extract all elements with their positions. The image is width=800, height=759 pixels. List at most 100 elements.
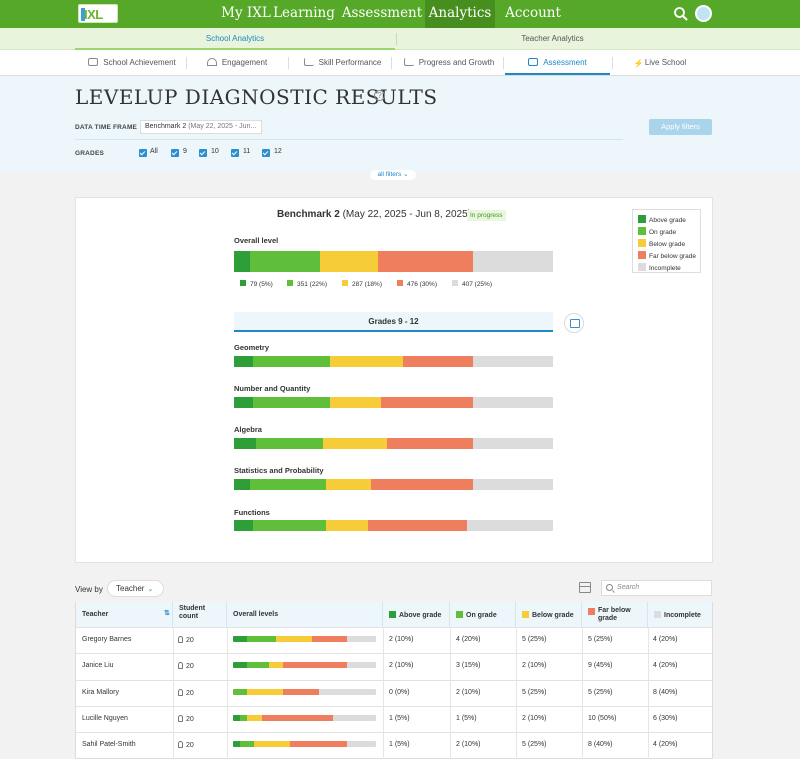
grade-checkbox-all[interactable]: [139, 149, 147, 157]
row-divider: [76, 627, 712, 628]
nav-my-ixl[interactable]: My IXL: [221, 5, 271, 21]
subnav-divider: [396, 33, 397, 45]
tab-school-achievement[interactable]: School Achievement: [82, 50, 182, 76]
nav-account[interactable]: Account: [505, 5, 561, 21]
nav-assessment[interactable]: Assessment: [341, 5, 423, 21]
ixl-logo[interactable]: IXL: [78, 4, 118, 23]
cell-below-grade: 5 (25%): [522, 741, 547, 748]
count-on-grade: 351 (22%): [287, 280, 327, 288]
skill-bar-geometry[interactable]: [234, 356, 553, 367]
header-overall-levels[interactable]: Overall levels: [227, 602, 383, 627]
overall-levels-bar[interactable]: [233, 636, 376, 642]
segment-far-below-grade: [403, 356, 474, 367]
header-on-grade[interactable]: On grade: [450, 602, 516, 627]
overall-levels-bar[interactable]: [233, 715, 376, 721]
sort-icon[interactable]: ⇅: [164, 610, 170, 617]
overall-levels-bar[interactable]: [233, 741, 376, 747]
cell-far-below-grade: 5 (25%): [588, 689, 613, 696]
skill-bar-algebra[interactable]: [234, 438, 553, 449]
header-teacher[interactable]: Teacher ⇅: [76, 602, 173, 627]
subnav-teacher-analytics[interactable]: Teacher Analytics: [521, 34, 584, 43]
nav-analytics[interactable]: Analytics: [425, 0, 495, 28]
tab-skill-performance[interactable]: Skill Performance: [295, 50, 390, 76]
segment-below-grade: [326, 520, 368, 531]
grade-checkbox-12[interactable]: [262, 149, 270, 157]
segment-incomplete: [473, 397, 553, 408]
nav-learning[interactable]: Learning: [273, 5, 335, 21]
cell-on-grade: 2 (10%): [456, 689, 481, 696]
skill-bar-number-quantity[interactable]: [234, 397, 553, 408]
segment-above-grade: [234, 438, 257, 449]
skill-bar-statistics[interactable]: [234, 479, 553, 490]
gauge-icon: [206, 58, 217, 66]
segment-incomplete: [318, 689, 376, 695]
skill-label-number-quantity: Number and Quantity: [234, 384, 311, 393]
col-divider: [383, 627, 384, 759]
row-divider: [76, 732, 712, 733]
tab-engagement[interactable]: Engagement: [192, 50, 282, 76]
overall-levels-bar[interactable]: [233, 662, 376, 668]
help-icon[interactable]: ?: [374, 90, 385, 101]
segment-far-below-grade: [311, 636, 348, 642]
search-input[interactable]: Search: [601, 580, 712, 596]
data-time-frame-select[interactable]: Benchmark 2 (May 22, 2025 - Jun...⌄: [140, 120, 262, 134]
header-far-below-grade[interactable]: Far below grade: [582, 602, 648, 627]
overall-level-label: Overall level: [234, 236, 279, 245]
chevron-down-icon: ⌄: [147, 586, 154, 593]
grade-label-10: 10: [211, 148, 219, 155]
subnav-school-analytics[interactable]: School Analytics: [205, 34, 265, 43]
segment-on-grade: [247, 636, 276, 642]
cell-on-grade: 2 (10%): [456, 741, 481, 748]
header-above-grade[interactable]: Above grade: [383, 602, 450, 627]
segment-below-grade: [254, 741, 291, 747]
row-divider: [76, 680, 712, 681]
cell-far-below-grade: 10 (50%): [588, 715, 617, 722]
skill-label-functions: Functions: [234, 508, 270, 517]
all-filters-toggle[interactable]: all filters ⌄: [370, 170, 416, 180]
grade-checkbox-9[interactable]: [171, 149, 179, 157]
export-icon[interactable]: [579, 582, 591, 593]
teacher-name[interactable]: Gregory Barnes: [82, 636, 132, 643]
segment-on-grade: [253, 397, 330, 408]
teacher-name[interactable]: Janice Liu: [82, 662, 114, 669]
skill-label-algebra: Algebra: [234, 425, 262, 434]
bar-chart-icon: [303, 58, 314, 66]
cell-far-below-grade: 8 (40%): [588, 741, 613, 748]
table-view-icon[interactable]: [564, 313, 584, 333]
tab-assessment[interactable]: Assessment: [505, 50, 610, 76]
grade-checkbox-10[interactable]: [199, 149, 207, 157]
tab-live-school[interactable]: ⚡Live School: [620, 50, 700, 76]
segment-far-below-grade: [387, 438, 474, 449]
segment-above-grade: [233, 662, 248, 668]
analytics-tabs: School Achievement Engagement Skill Perf…: [0, 50, 800, 76]
segment-on-grade: [256, 438, 324, 449]
count-below-grade: 287 (18%): [342, 280, 382, 288]
teacher-name[interactable]: Kira Mallory: [82, 689, 119, 696]
tab-divider: [391, 57, 392, 69]
tab-active-indicator: [505, 73, 610, 75]
segment-below-grade: [329, 397, 381, 408]
grade-label-all: All: [150, 148, 158, 155]
teacher-name[interactable]: Sahil Patel-Smith: [82, 741, 136, 748]
apply-filters-button[interactable]: Apply filters: [649, 119, 712, 135]
cell-incomplete: 8 (40%): [653, 689, 678, 696]
skill-bar-functions[interactable]: [234, 520, 553, 531]
segment-above-grade: [234, 397, 254, 408]
segment-above-grade: [233, 715, 241, 721]
header-incomplete[interactable]: Incomplete: [648, 602, 712, 627]
teacher-name[interactable]: Lucille Nguyen: [82, 715, 128, 722]
overall-levels-bar[interactable]: [233, 689, 376, 695]
segment-far-below-grade: [367, 520, 467, 531]
view-by-select[interactable]: Teacher ⌄: [107, 580, 164, 597]
segment-incomplete: [347, 741, 376, 747]
header-student-count[interactable]: Student count: [173, 602, 227, 627]
avatar[interactable]: [695, 5, 712, 22]
grade-checkbox-11[interactable]: [231, 149, 239, 157]
tab-progress-growth[interactable]: Progress and Growth: [398, 50, 500, 76]
overall-level-bar[interactable]: [234, 251, 553, 272]
col-divider: [450, 627, 451, 759]
filter-divider: [75, 139, 623, 140]
header-below-grade[interactable]: Below grade: [516, 602, 582, 627]
benchmark-title: Benchmark 2 (May 22, 2025 - Jun 8, 2025): [277, 209, 472, 220]
search-icon[interactable]: [673, 6, 689, 22]
